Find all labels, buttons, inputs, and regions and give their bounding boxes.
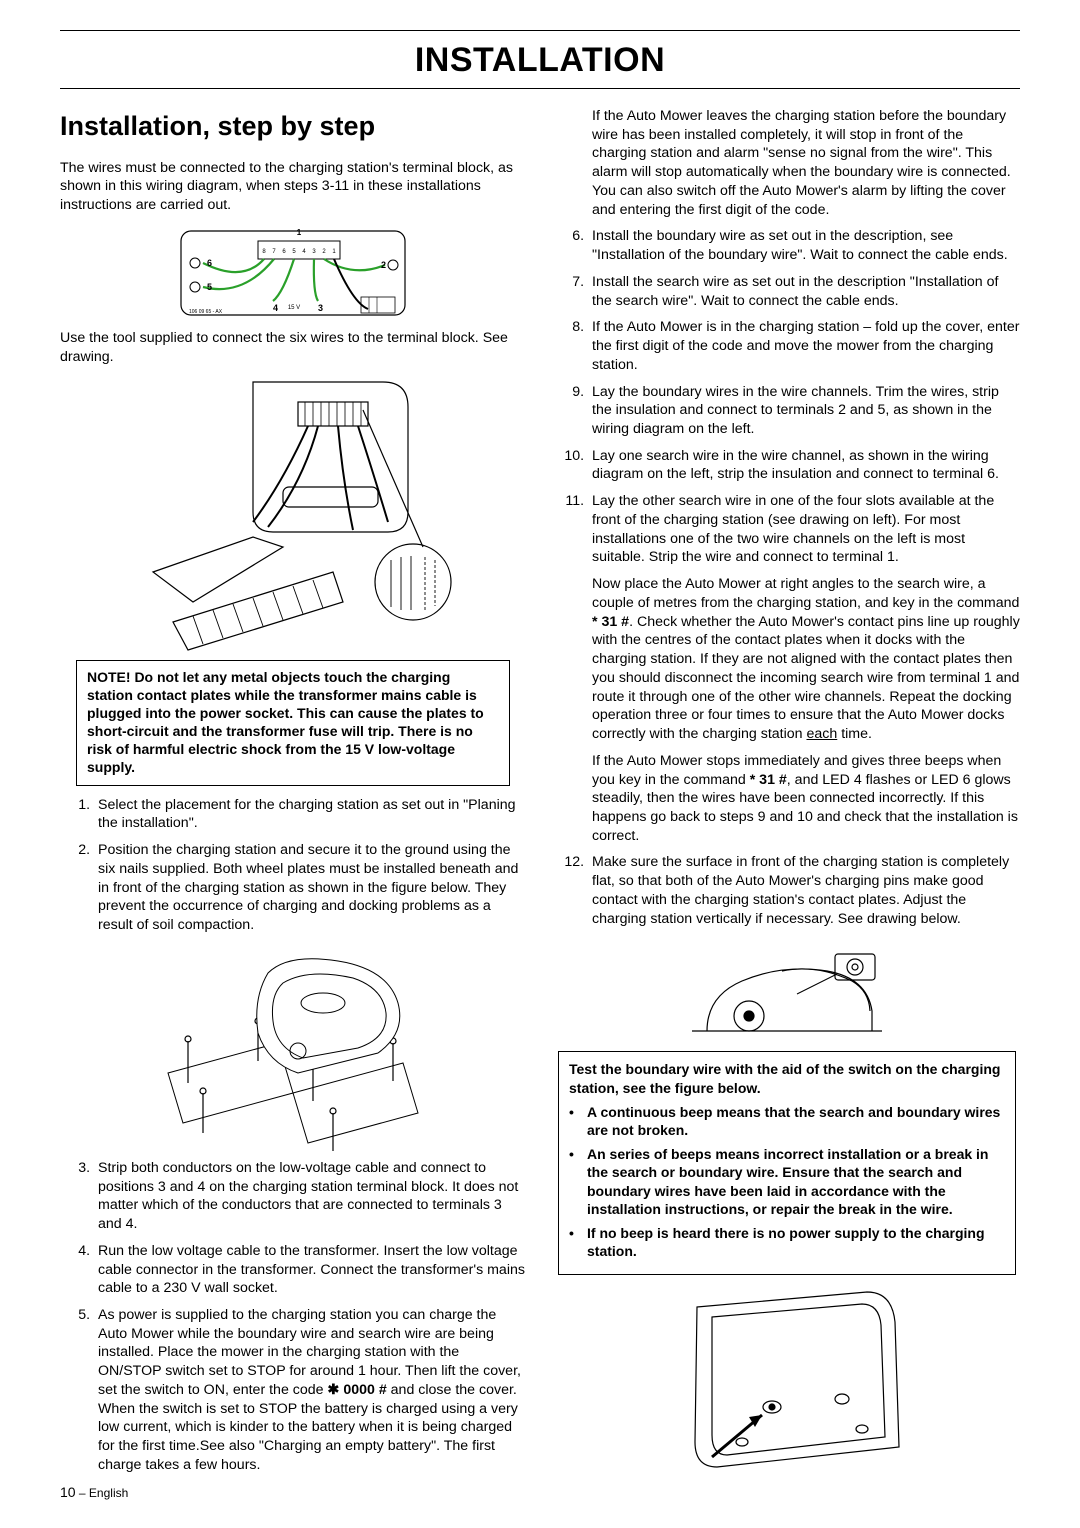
svg-text:3: 3 (318, 303, 323, 313)
content-columns: Installation, step by step The wires mus… (60, 107, 1020, 1483)
switch-diagram (667, 1287, 907, 1472)
step5-code: ✱ 0000 # (327, 1382, 386, 1398)
section-subtitle: Installation, step by step (60, 109, 526, 145)
left-column: Installation, step by step The wires mus… (60, 107, 526, 1483)
wiring-diagram: 8765 4321 1 6 5 2 4 3 15 V (163, 223, 423, 323)
svg-text:4: 4 (302, 249, 306, 255)
test-item-1: •A continuous beep means that the search… (569, 1103, 1005, 1139)
svg-text:4: 4 (273, 303, 278, 313)
svg-text:5: 5 (292, 249, 296, 255)
svg-text:6: 6 (282, 249, 286, 255)
page-number: 10 (60, 1484, 76, 1500)
top-rule (60, 30, 1020, 31)
svg-text:3: 3 (312, 249, 316, 255)
step-8: If the Auto Mower is in the charging sta… (588, 318, 1020, 374)
step-9: Lay the boundary wires in the wire chann… (588, 383, 1020, 439)
svg-text:106 09 65 - AX: 106 09 65 - AX (189, 309, 223, 315)
step-5: As power is supplied to the charging sta… (94, 1306, 526, 1475)
svg-text:2: 2 (322, 249, 326, 255)
step11-block-b: If the Auto Mower stops immediately and … (554, 752, 1020, 846)
after-diagram-text: Use the tool supplied to connect the six… (60, 329, 526, 366)
step-7: Install the search wire as set out in th… (588, 273, 1020, 310)
step-10: Lay one search wire in the wire channel,… (588, 447, 1020, 484)
steps-list-left: Select the placement for the charging st… (60, 796, 526, 935)
page-lang: – English (76, 1486, 129, 1500)
test-item-3: •If no beep is heard there is no power s… (569, 1224, 1005, 1260)
note-box: NOTE! Do not let any metal objects touch… (76, 660, 510, 785)
page-footer: 10 – English (60, 1484, 128, 1500)
svg-text:1: 1 (297, 228, 302, 237)
sideview-diagram (687, 936, 887, 1041)
test-box: Test the boundary wire with the aid of t… (558, 1051, 1016, 1275)
svg-text:8: 8 (262, 249, 266, 255)
right-column: If the Auto Mower leaves the charging st… (554, 107, 1020, 1483)
step-4: Run the low voltage cable to the transfo… (94, 1242, 526, 1298)
svg-text:6: 6 (207, 258, 212, 268)
svg-text:1: 1 (332, 249, 336, 255)
svg-text:2: 2 (381, 260, 386, 270)
step-1: Select the placement for the charging st… (94, 796, 526, 833)
page-header: INSTALLATION (60, 37, 1020, 88)
step5-continued: If the Auto Mower leaves the charging st… (554, 107, 1020, 219)
step11-block-a: Now place the Auto Mower at right angles… (554, 575, 1020, 744)
bottom-rule (60, 88, 1020, 89)
svg-text:7: 7 (272, 249, 276, 255)
bullet-icon: • (569, 1145, 587, 1218)
bullet-icon: • (569, 1103, 587, 1139)
tool-diagram (133, 372, 453, 652)
steps-list-right-2: Make sure the surface in front of the ch… (554, 853, 1020, 928)
steps-list-left-2: Strip both conductors on the low-voltage… (60, 1159, 526, 1475)
test-intro: Test the boundary wire with the aid of t… (569, 1060, 1005, 1096)
step-3: Strip both conductors on the low-voltage… (94, 1159, 526, 1234)
test-list: •A continuous beep means that the search… (569, 1103, 1005, 1261)
step-12: Make sure the surface in front of the ch… (588, 853, 1020, 928)
placement-diagram (148, 943, 438, 1153)
svg-text:5: 5 (207, 282, 212, 292)
step-2: Position the charging station and secure… (94, 841, 526, 935)
test-item-2: •An series of beeps means incorrect inst… (569, 1145, 1005, 1218)
svg-text:15 V: 15 V (288, 305, 300, 311)
step-6: Install the boundary wire as set out in … (588, 227, 1020, 264)
bullet-icon: • (569, 1224, 587, 1260)
step-11: Lay the other search wire in one of the … (588, 492, 1020, 567)
steps-list-right: Install the boundary wire as set out in … (554, 227, 1020, 567)
intro-text: The wires must be connected to the charg… (60, 159, 526, 215)
